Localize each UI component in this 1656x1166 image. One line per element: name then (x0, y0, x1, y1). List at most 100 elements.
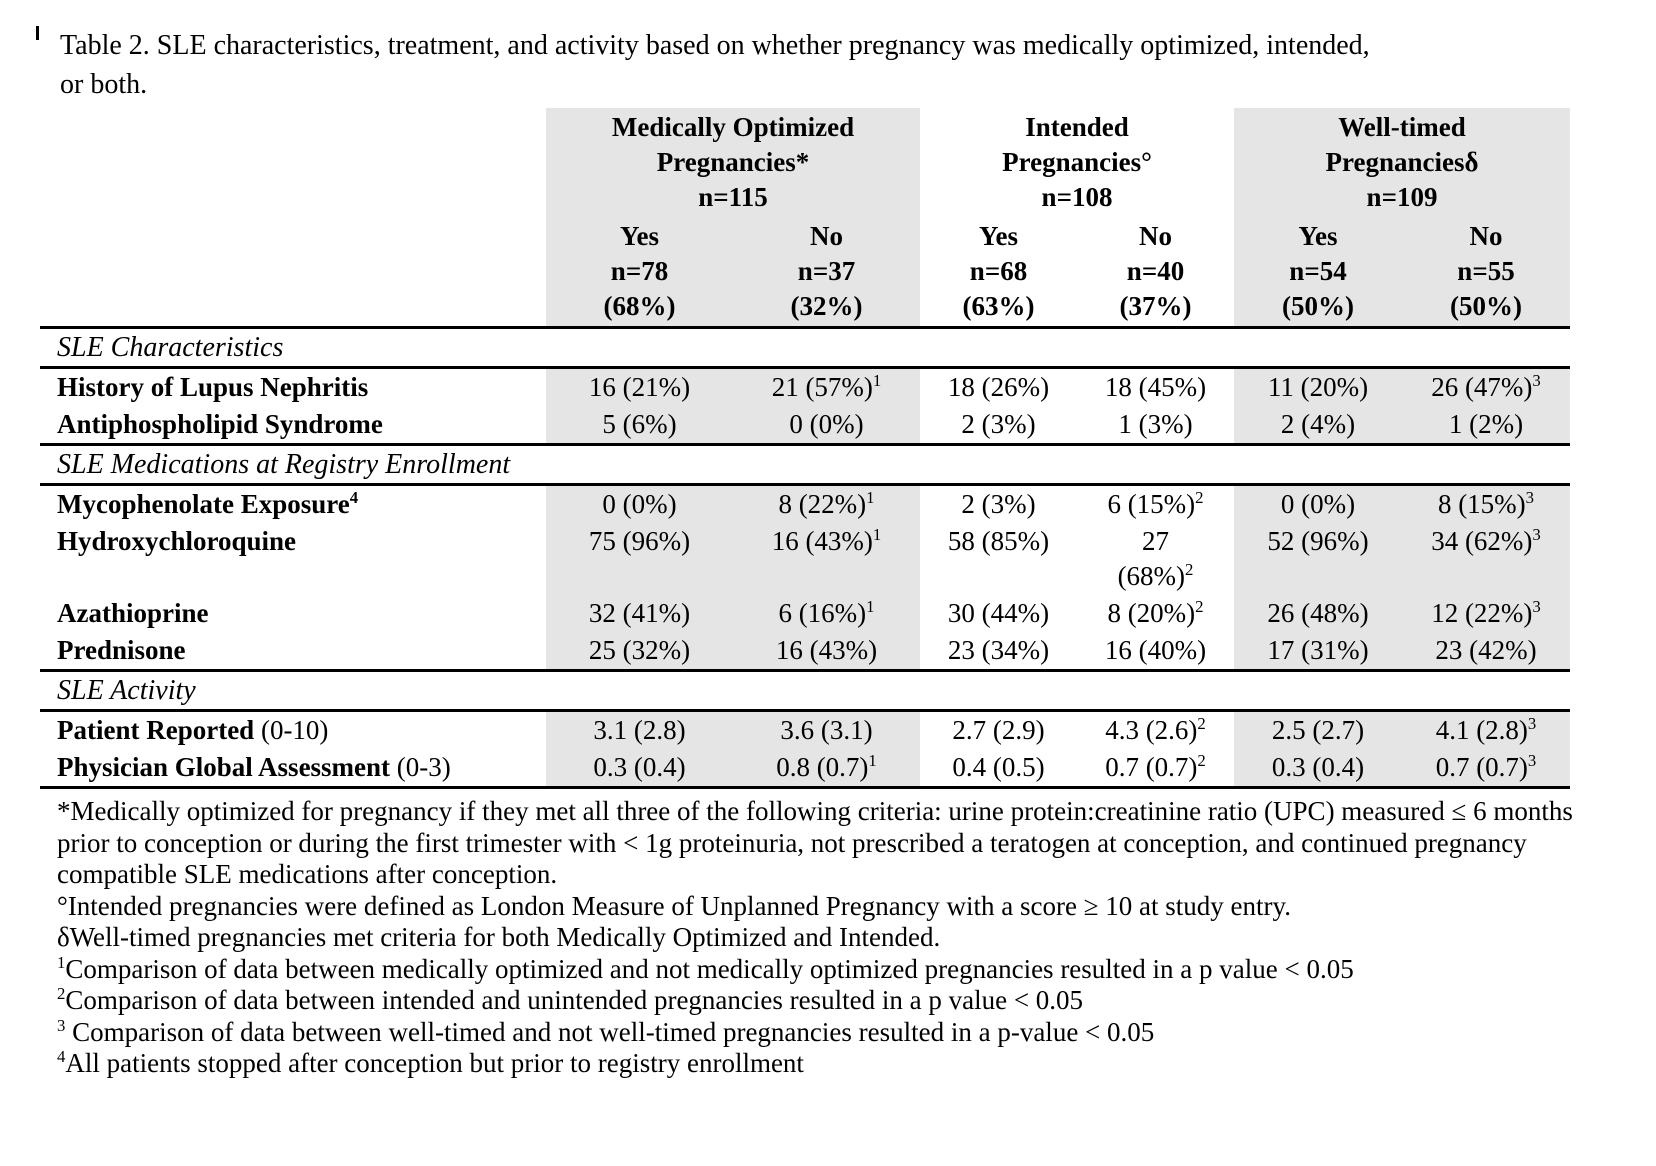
footnote-marker: * (57, 796, 71, 826)
footnote-3: 3 Comparison of data between well-timed … (57, 1015, 1155, 1047)
table-row-physician-global-assessment: Physician Global Assessment (0-3) 0.3 (0… (40, 749, 1570, 788)
table-row-history-of-lupus-nephritis: History of Lupus Nephritis 16 (21%) 21 (… (40, 367, 1570, 406)
table-row-patient-reported: Patient Reported (0-10) 3.1 (2.8) 3.6 (3… (40, 710, 1570, 749)
table-cell: 16 (43%)1 (733, 523, 920, 595)
table-cell: 21 (57%)1 (733, 367, 920, 406)
table-row-antiphospholipid-syndrome: Antiphospholipid Syndrome 5 (6%) 0 (0%) … (40, 406, 1570, 445)
table-title: Table 2. SLE characteristics, treatment,… (60, 30, 1370, 100)
col-group-medically-optimized: Medically Optimized Pregnancies* n=115 (546, 108, 920, 217)
empty-corner-cell (40, 217, 546, 328)
col-header-intended-no: No n=40 (37%) (1119, 221, 1192, 321)
crop-artifact-mark (36, 26, 39, 40)
col-header-wt-yes: Yes n=54 (50%) (1234, 217, 1402, 328)
table-cell: 23 (34%) (947, 635, 1050, 665)
table-cell: 0.8 (0.7)1 (733, 749, 920, 788)
footnote-4: 4All patients stopped after conception b… (57, 1047, 804, 1078)
table-cell: 8 (15%)3 (1402, 484, 1570, 523)
section-header-label: SLE Medications at Registry Enrollment (40, 444, 1570, 485)
table-cell: 58 (85%) (947, 526, 1050, 556)
table-cell: 32 (41%) (546, 595, 733, 632)
table-cell: 17 (31%) (1234, 632, 1402, 671)
section-header-row-sle-activity: SLE Activity (40, 670, 1570, 711)
footnote-well-timed: δWell-timed pregnancies met criteria for… (57, 922, 941, 952)
table-cell: 1 (2%) (1402, 406, 1570, 445)
table-cell: 52 (96%) (1234, 523, 1402, 595)
yes-no-header-row: Yes n=78 (68%) No n=37 (32%) Yes n=68 (63%) No… (40, 217, 1570, 328)
footnote-1: 1Comparison of data between medically op… (57, 952, 1354, 984)
footnote-intended: °Intended pregnancies were defined as Lo… (57, 890, 1291, 921)
col-group-intended: Intended Pregnancies° n=108 (920, 108, 1234, 217)
table-cell: 6 (15%)2 (1107, 488, 1204, 519)
table-cell: 0 (0%) (546, 484, 733, 523)
table-cell: 3.6 (3.1) (733, 710, 920, 749)
table-cell: 0.7 (0.7)3 (1402, 749, 1570, 788)
col-header-intended-yes: Yes n=68 (63%) (962, 221, 1035, 321)
footnote-marker: δ (57, 922, 70, 952)
table-row-prednisone: Prednisone 25 (32%) 16 (43%) 23 (34%) 16… (40, 632, 1570, 671)
table-cell: 6 (16%)1 (733, 595, 920, 632)
table-cell: 16 (21%) (546, 367, 733, 406)
group-header-row: Medically Optimized Pregnancies* n=115 I… (40, 108, 1570, 217)
table-cell: 26 (47%)3 (1402, 367, 1570, 406)
table-cell: 3.1 (2.8) (546, 710, 733, 749)
footnote-marker: 3 (57, 1015, 66, 1035)
table-cell: 0.3 (0.4) (546, 749, 733, 788)
row-label: Prednisone (57, 635, 186, 665)
table-cell: 18 (45%) (1104, 372, 1207, 402)
table-cell: 5 (6%) (546, 406, 733, 445)
footnote-marker: 1 (57, 952, 66, 972)
table-cell: 26 (48%) (1234, 595, 1402, 632)
table-cell: 30 (44%) (947, 598, 1050, 628)
group-title-line: Pregnancies* (656, 147, 810, 177)
table-cell: 0.4 (0.5) (952, 752, 1045, 782)
table-cell: 75 (96%) (546, 523, 733, 595)
col-header-mo-yes: Yes n=78 (68%) (546, 217, 733, 328)
table-cell: 8 (20%)2 (1107, 597, 1204, 628)
group-title-line: Intended (1025, 112, 1129, 142)
table-cell: 2.5 (2.7) (1234, 710, 1402, 749)
group-n: n=109 (1366, 182, 1438, 212)
group-title-line: Pregnanciesδ (1325, 147, 1479, 177)
table-cell: 16 (40%) (1104, 635, 1207, 665)
table-cell: 34 (62%)3 (1402, 523, 1570, 595)
empty-corner-cell (40, 108, 546, 217)
row-label: History of Lupus Nephritis (57, 372, 369, 402)
row-label: Patient Reported (0-10) (57, 715, 329, 745)
col-header-wt-no: No n=55 (50%) (1402, 217, 1570, 328)
table-cell: 2 (3%) (961, 489, 1036, 519)
table-cell: 0.7 (0.7)2 (1105, 751, 1206, 782)
section-header-label: SLE Activity (40, 670, 1570, 711)
col-group-well-timed: Well-timed Pregnanciesδ n=109 (1234, 108, 1570, 217)
sle-table: Medically Optimized Pregnancies* n=115 I… (40, 108, 1570, 789)
group-n: n=115 (698, 182, 768, 212)
row-label: Physician Global Assessment (0-3) (57, 752, 451, 782)
table-cell: 0 (0%) (733, 406, 920, 445)
section-header-label: SLE Characteristics (40, 327, 1570, 368)
table-cell: 4.1 (2.8)3 (1402, 710, 1570, 749)
footnote-medically-optimized: *Medically optimized for pregnancy if th… (57, 796, 1573, 889)
row-label: Mycophenolate Exposure4 (57, 488, 359, 519)
row-label: Antiphospholipid Syndrome (57, 409, 383, 439)
table-cell: 23 (42%) (1402, 632, 1570, 671)
table-cell: 1 (3%) (1118, 409, 1193, 439)
footnote-marker: 4 (57, 1047, 66, 1066)
group-title-line: Pregnancies° (1002, 147, 1152, 177)
row-label: Azathioprine (57, 598, 209, 628)
table-cell: 4.3 (2.6)2 (1105, 714, 1206, 745)
section-header-row-sle-characteristics: SLE Characteristics (40, 327, 1570, 368)
table-cell: 25 (32%) (546, 632, 733, 671)
table-cell: 0.3 (0.4) (1234, 749, 1402, 788)
group-title-line: Well-timed (1338, 112, 1466, 142)
table-cell: 2.7 (2.9) (952, 715, 1045, 745)
table-cell: 2 (4%) (1234, 406, 1402, 445)
table-cell: 16 (43%) (733, 632, 920, 671)
row-label: Hydroxychloroquine (57, 526, 297, 556)
table-cell: 11 (20%) (1234, 367, 1402, 406)
table-cell: 2 (3%) (961, 409, 1036, 439)
table-header: Medically Optimized Pregnancies* n=115 I… (40, 108, 1570, 328)
table-cell: 8 (22%)1 (733, 484, 920, 523)
footnotes: *Medically optimized for pregnancy if th… (40, 796, 1602, 1080)
table-cell: 12 (22%)3 (1402, 595, 1570, 632)
table-cell-wrapped: 27 (68%)2 (1117, 526, 1194, 591)
group-n: n=108 (1041, 182, 1113, 212)
